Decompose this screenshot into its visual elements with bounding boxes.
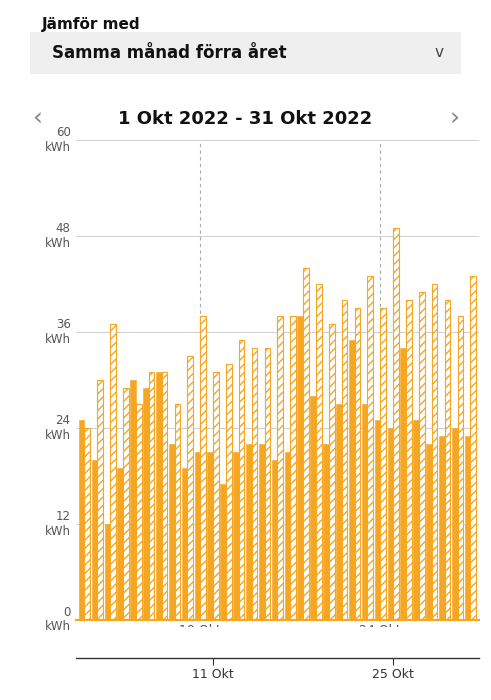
Bar xyxy=(464,435,470,620)
Bar xyxy=(110,324,116,620)
Bar xyxy=(375,420,381,620)
Bar xyxy=(194,452,200,620)
Bar xyxy=(272,460,277,620)
Bar xyxy=(226,364,232,620)
Bar xyxy=(79,420,84,620)
Bar xyxy=(285,452,290,620)
Bar xyxy=(406,300,412,620)
Text: 1 Okt 2022 - 31 Okt 2022: 1 Okt 2022 - 31 Okt 2022 xyxy=(118,110,373,128)
Bar xyxy=(92,460,97,620)
Bar xyxy=(143,388,149,620)
Bar xyxy=(470,276,476,620)
Bar xyxy=(162,372,167,620)
Bar xyxy=(84,428,90,620)
Bar xyxy=(252,348,257,620)
Bar xyxy=(310,395,316,620)
Bar xyxy=(458,316,463,620)
Bar xyxy=(387,428,393,620)
Bar xyxy=(188,356,193,620)
Bar xyxy=(233,452,239,620)
Bar xyxy=(303,268,309,620)
Bar xyxy=(239,340,245,620)
Bar xyxy=(149,372,155,620)
Bar xyxy=(426,444,432,620)
Bar xyxy=(117,468,123,620)
Bar xyxy=(298,316,303,620)
Bar xyxy=(323,444,329,620)
Bar xyxy=(367,276,373,620)
Bar xyxy=(169,444,174,620)
Bar xyxy=(381,308,386,620)
Bar xyxy=(329,324,334,620)
Bar xyxy=(156,372,162,620)
Bar xyxy=(97,379,103,620)
Bar xyxy=(316,284,322,620)
Bar xyxy=(220,484,226,620)
Bar xyxy=(419,292,425,620)
Bar xyxy=(130,379,136,620)
Bar xyxy=(400,348,406,620)
Text: Samma månad förra året: Samma månad förra året xyxy=(52,43,287,62)
Bar xyxy=(445,300,450,620)
Bar xyxy=(182,468,188,620)
Text: Jämför med: Jämför med xyxy=(42,18,140,32)
Bar xyxy=(452,428,458,620)
Bar xyxy=(349,340,355,620)
Bar xyxy=(290,316,296,620)
Bar xyxy=(342,300,348,620)
Bar xyxy=(413,420,419,620)
Text: ›: › xyxy=(449,107,459,131)
Bar xyxy=(393,228,399,620)
Bar xyxy=(174,404,180,620)
Bar xyxy=(432,284,437,620)
Bar xyxy=(362,404,367,620)
Bar xyxy=(259,444,265,620)
Bar xyxy=(213,372,219,620)
Bar xyxy=(207,452,213,620)
Bar xyxy=(355,308,360,620)
Text: ‹: ‹ xyxy=(32,107,42,131)
Bar xyxy=(200,316,206,620)
Bar xyxy=(136,404,141,620)
Bar xyxy=(123,388,129,620)
Bar xyxy=(439,435,445,620)
Bar xyxy=(105,524,110,620)
Bar xyxy=(277,316,283,620)
Bar xyxy=(265,348,270,620)
Text: v: v xyxy=(435,45,443,60)
Bar xyxy=(246,444,252,620)
Bar xyxy=(336,404,342,620)
